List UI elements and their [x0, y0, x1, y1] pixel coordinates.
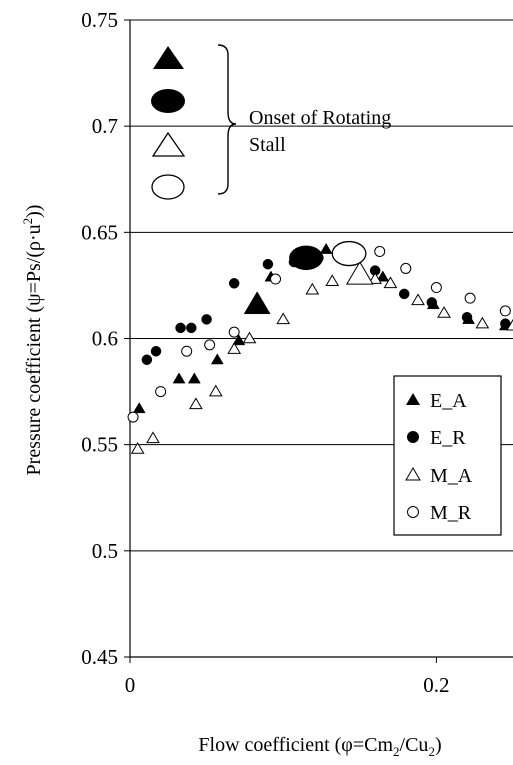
- data-point-e-r: [398, 288, 410, 300]
- stall-onset-marker-e-r: [289, 245, 324, 271]
- y-tick-label: 0.7: [92, 114, 118, 138]
- data-point-m-a: [506, 318, 513, 331]
- stall-onset-legend: Onset of Rotating Stall: [151, 44, 391, 200]
- y-label-sup: 2: [20, 218, 35, 225]
- data-point-m-a: [146, 431, 160, 444]
- x-tick-label: 0: [125, 673, 136, 697]
- x-label-pre: Flow coefficient (φ=Cm: [198, 734, 393, 756]
- open-circle-icon: [407, 506, 419, 518]
- data-point-m-r: [270, 273, 282, 285]
- data-point-m-r: [400, 262, 412, 274]
- data-point-e-r: [461, 312, 473, 323]
- legend-label: E_R: [430, 427, 466, 449]
- data-point-m-r: [374, 245, 386, 257]
- y-tick-label: 0.6: [92, 327, 118, 351]
- data-point-m-a: [208, 384, 223, 397]
- stall-onset-marker-m-a: [345, 260, 374, 285]
- legend-item-e-a: E_A: [406, 390, 467, 412]
- onset-brace-icon: [217, 44, 237, 195]
- stall-onset-markers: [243, 240, 374, 315]
- gridlines: [130, 19, 513, 552]
- x-label-post: ): [435, 734, 442, 756]
- data-point-m-a: [130, 442, 145, 454]
- data-point-e-r: [141, 354, 153, 365]
- legend-item-m-r: M_R: [407, 502, 472, 524]
- y-tick-label: 0.65: [81, 220, 118, 244]
- data-point-m-a: [305, 282, 320, 295]
- y-tick-label: 0.55: [81, 433, 118, 457]
- legend-label: E_A: [430, 390, 467, 412]
- data-point-e-r: [186, 322, 197, 334]
- x-tick-labels: 0 0.2: [125, 657, 450, 697]
- onset-legend-open-ellipse-icon: [151, 174, 185, 200]
- data-point-m-r: [430, 282, 442, 294]
- y-axis-label: Pressure coefficient (ψ=Ps/(ρ·u2)): [20, 205, 45, 476]
- x-label-mid: /Cu: [400, 734, 429, 756]
- stall-onset-marker-e-a: [243, 291, 271, 315]
- legend: E_A E_R M_A M_R: [393, 375, 502, 536]
- data-point-m-r: [464, 292, 476, 304]
- onset-label-line2: Stall: [249, 134, 286, 156]
- onset-legend-filled-ellipse-icon: [151, 89, 185, 113]
- open-triangle-icon: [405, 467, 421, 481]
- data-point-m-a: [383, 276, 398, 289]
- data-point-m-a: [276, 312, 291, 325]
- data-point-m-r: [499, 305, 511, 317]
- legend-label: M_R: [430, 502, 472, 524]
- data-point-e-r: [175, 322, 186, 334]
- y-label-post: )): [23, 205, 45, 218]
- stall-onset-marker-m-r: [331, 240, 367, 267]
- legend-item-e-r: E_R: [407, 427, 466, 449]
- data-point-m-a: [475, 316, 490, 329]
- data-point-e-a: [319, 242, 333, 254]
- data-point-e-r: [201, 314, 212, 325]
- data-point-e-r: [426, 297, 438, 308]
- filled-triangle-icon: [406, 393, 420, 405]
- y-label-pre: Pressure coefficient (ψ=Ps/(ρ·u: [23, 224, 45, 475]
- x-axis-label: Flow coefficient (φ=Cm2/Cu2): [198, 734, 441, 759]
- data-point-m-r: [127, 411, 139, 423]
- filled-circle-icon: [407, 431, 419, 443]
- data-point-e-r: [262, 258, 274, 270]
- legend-label: M_A: [430, 465, 473, 487]
- data-point-m-r: [228, 326, 240, 338]
- onset-legend-open-triangle-icon: [151, 131, 186, 157]
- data-point-m-r: [204, 339, 216, 351]
- y-tick-label: 0.45: [81, 645, 118, 669]
- data-point-e-r: [228, 278, 240, 289]
- legend-item-m-a: M_A: [405, 465, 473, 487]
- y-tick-label: 0.5: [92, 539, 118, 563]
- data-point-e-a: [172, 372, 186, 384]
- x-label-sub2: 2: [428, 744, 435, 759]
- data-point-e-a: [132, 402, 146, 414]
- data-point-e-a: [376, 270, 390, 282]
- data-point-e-a: [210, 353, 224, 365]
- data-point-e-a: [187, 372, 201, 384]
- data-point-m-r: [155, 386, 167, 398]
- y-tick-label: 0.75: [81, 8, 118, 32]
- y-tick-labels: 0.45 0.5 0.55 0.6 0.65 0.7 0.75: [81, 8, 130, 669]
- data-point-m-a: [437, 306, 451, 318]
- data-point-m-a: [368, 272, 382, 284]
- data-point-e-r: [150, 345, 162, 357]
- data-point-m-a: [189, 397, 203, 410]
- x-label-sub1: 2: [393, 744, 400, 759]
- data-point-m-a: [325, 274, 340, 286]
- data-point-e-a: [232, 334, 246, 346]
- x-tick-label: 0.2: [423, 673, 449, 697]
- data-point-m-r: [181, 345, 193, 357]
- data-point-m-a: [242, 331, 257, 344]
- data-point-m-a: [411, 293, 425, 306]
- data-point-m-a: [227, 342, 242, 354]
- onset-label-line1: Onset of Rotating: [249, 107, 391, 129]
- onset-legend-filled-triangle-icon: [153, 46, 184, 69]
